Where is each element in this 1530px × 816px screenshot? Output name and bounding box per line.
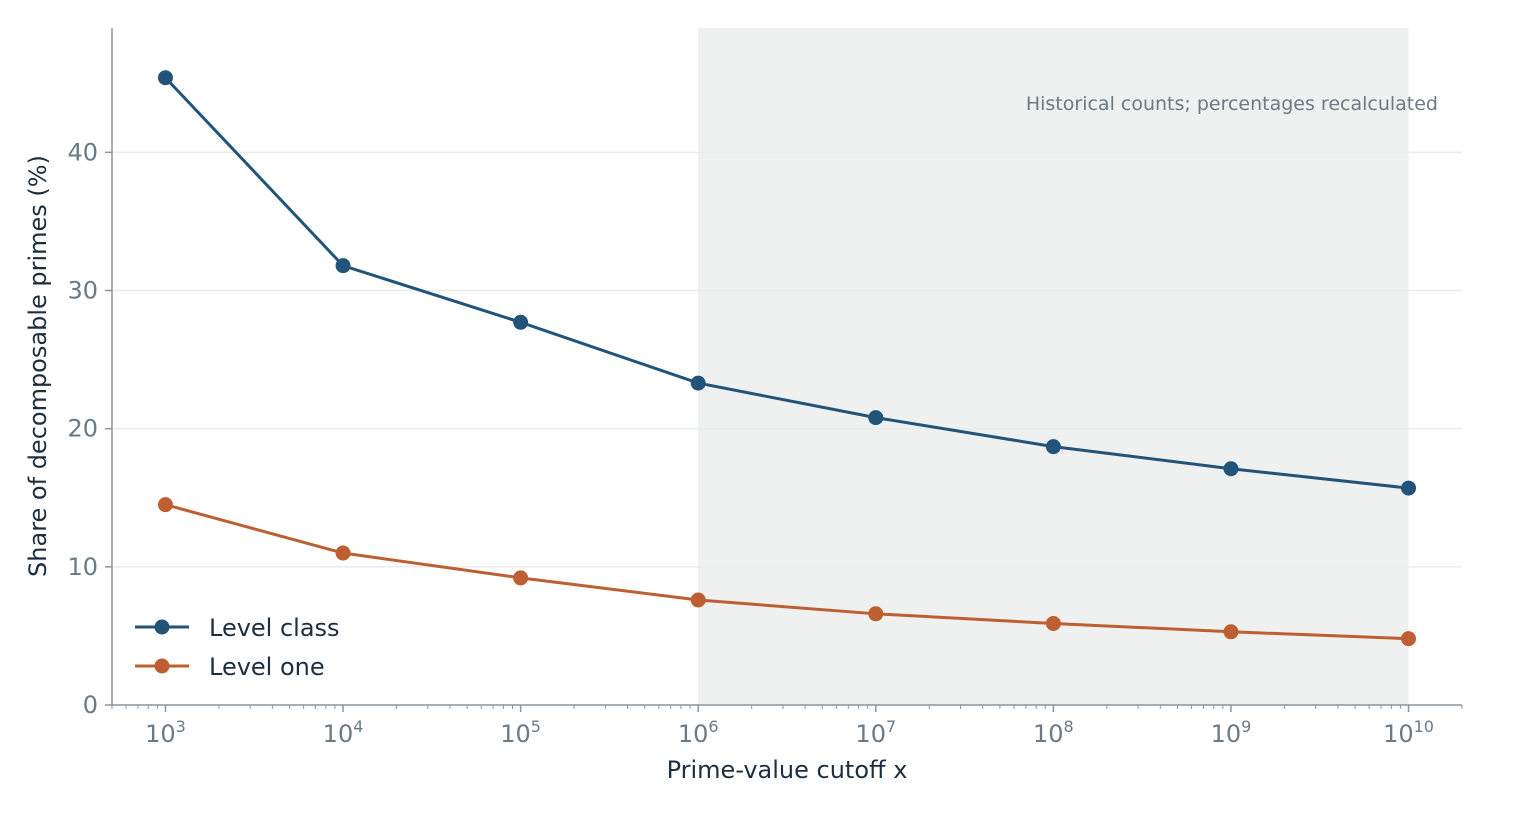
data-point (1401, 631, 1417, 647)
data-point (513, 570, 529, 586)
y-tick-label: 30 (67, 277, 98, 305)
data-point (1223, 624, 1239, 640)
data-point (690, 592, 706, 608)
legend-item: Level class (135, 614, 340, 642)
data-point (1045, 615, 1061, 631)
data-point (157, 497, 173, 513)
data-point (335, 258, 351, 274)
series-group (157, 70, 1417, 647)
legend-item: Level one (135, 653, 325, 681)
data-point (868, 410, 884, 426)
x-tick-label: 107 (855, 717, 896, 748)
x-tick-label: 106 (678, 717, 719, 748)
x-tick-label: 103 (145, 717, 186, 748)
data-point (690, 375, 706, 391)
y-axis-ticks: 0 10 20 30 40 (67, 138, 112, 719)
y-tick-label: 40 (67, 138, 98, 166)
axes (111, 28, 1462, 706)
y-axis-title: Share of decomposable primes (%) (24, 155, 52, 577)
x-tick-label: 1010 (1383, 717, 1434, 748)
data-point (1401, 480, 1417, 496)
x-axis-title: Prime-value cutoff x (667, 756, 908, 784)
data-point (868, 606, 884, 622)
y-tick-label: 20 (67, 415, 98, 443)
series-line (165, 503, 1409, 641)
legend: Level class Level one (135, 614, 340, 681)
data-point (1223, 461, 1239, 477)
annotation-text: Historical counts; percentages recalcula… (1026, 93, 1438, 115)
x-tick-label: 108 (1033, 717, 1074, 748)
y-tick-label: 0 (83, 691, 98, 719)
shaded-region (698, 28, 1409, 705)
y-tick-label: 10 (67, 553, 98, 581)
data-point (1045, 439, 1061, 455)
x-tick-label: 104 (323, 717, 364, 748)
series-level-class (157, 70, 1417, 496)
data-point (157, 70, 173, 86)
legend-swatch-marker (154, 658, 170, 674)
x-tick-label: 109 (1211, 717, 1252, 748)
gridlines (112, 151, 1462, 568)
legend-swatch-marker (154, 619, 170, 635)
data-point (335, 545, 351, 561)
x-tick-label: 105 (500, 717, 541, 748)
series-line (164, 76, 1409, 490)
x-axis-ticks: 103 104 105 106 107 108 109 1010 (111, 705, 1463, 748)
series-level-one (157, 497, 1417, 647)
data-point (513, 314, 529, 330)
legend-label: Level class (209, 614, 340, 642)
legend-label: Level one (209, 653, 325, 681)
